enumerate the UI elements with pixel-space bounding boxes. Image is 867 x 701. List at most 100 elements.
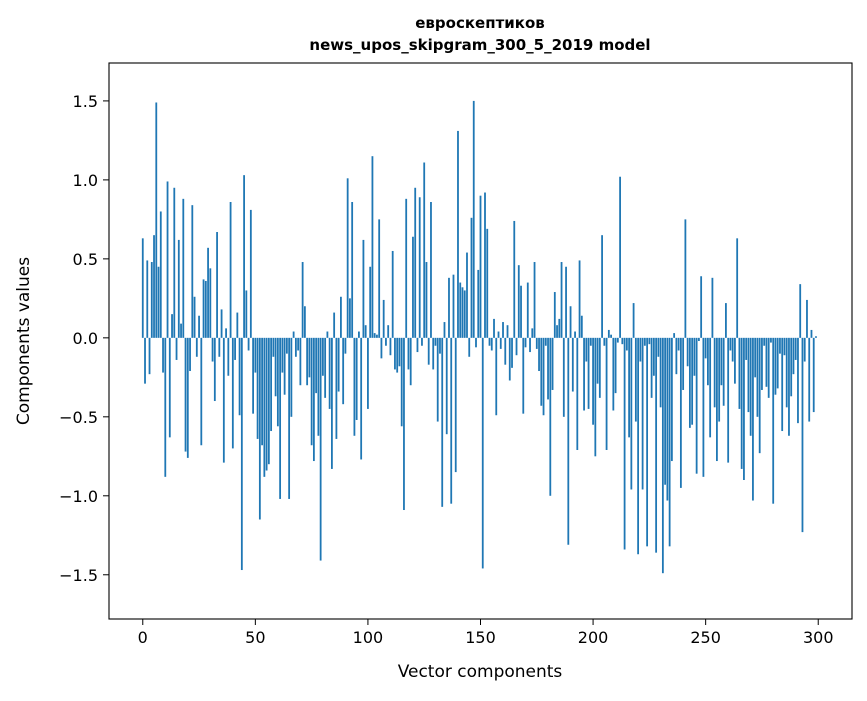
bar <box>317 337 320 436</box>
bar <box>349 298 351 338</box>
bar <box>560 262 563 338</box>
bar <box>576 337 579 450</box>
bar <box>574 331 576 338</box>
bar <box>580 315 583 338</box>
bar <box>684 219 687 338</box>
y-tick-label: 0.5 <box>73 250 98 269</box>
x-tick-label: 200 <box>578 628 609 647</box>
bar <box>641 337 644 490</box>
bar <box>481 337 484 569</box>
bar <box>294 337 297 357</box>
bar <box>227 337 230 376</box>
bar <box>806 299 808 338</box>
bar <box>770 337 772 343</box>
x-tick-label: 150 <box>465 628 496 647</box>
bar <box>587 337 590 409</box>
bar <box>493 318 495 338</box>
bar <box>373 333 376 338</box>
bar <box>216 232 218 338</box>
bar <box>722 337 725 406</box>
bar <box>531 328 534 338</box>
bar <box>335 337 338 439</box>
bar <box>207 247 209 338</box>
bar <box>164 337 167 477</box>
bar <box>788 337 790 436</box>
bar <box>457 130 459 338</box>
bar <box>686 337 689 367</box>
bar <box>418 197 421 338</box>
bar <box>450 337 453 504</box>
chart-title: евроскептиков <box>415 14 545 32</box>
bar <box>797 337 799 424</box>
bar <box>189 337 191 372</box>
bar <box>297 337 300 351</box>
bar <box>272 337 275 357</box>
bar <box>524 337 527 348</box>
bar <box>513 220 516 338</box>
bar <box>153 235 155 338</box>
bar <box>711 277 714 338</box>
bar <box>308 337 311 378</box>
bar <box>646 337 649 547</box>
bar <box>290 337 293 417</box>
x-axis-ticks: 0 50 100 150 200 250 300 <box>138 619 834 647</box>
bar <box>720 337 723 386</box>
bar <box>238 337 241 416</box>
bar <box>470 217 473 338</box>
bar <box>254 337 257 373</box>
bar <box>396 337 399 373</box>
bar <box>716 337 718 462</box>
bar <box>288 337 291 499</box>
bar <box>569 306 572 338</box>
bar <box>639 337 642 362</box>
bar <box>785 337 788 408</box>
y-tick-label: 1.0 <box>73 171 98 190</box>
bar <box>761 337 763 390</box>
bar <box>306 337 309 386</box>
bar <box>553 292 556 338</box>
bar <box>236 312 239 338</box>
bar <box>204 280 207 338</box>
bar <box>434 337 437 346</box>
bar <box>283 337 286 395</box>
bar <box>691 337 694 425</box>
bar <box>585 337 588 362</box>
bar <box>202 279 205 338</box>
bar <box>326 331 329 338</box>
bar <box>652 337 655 376</box>
bar <box>403 337 405 511</box>
y-axis-label: Components values <box>14 257 34 425</box>
bar <box>745 337 748 360</box>
bar <box>558 318 561 338</box>
bar <box>511 337 513 368</box>
bar <box>256 337 259 439</box>
bar <box>551 337 554 390</box>
bar <box>387 325 390 338</box>
bar <box>337 337 340 392</box>
bar <box>369 266 372 338</box>
bar <box>677 337 680 351</box>
bar <box>195 337 198 357</box>
bar <box>675 337 678 375</box>
bar <box>734 337 736 384</box>
bar <box>594 337 597 457</box>
bar <box>801 337 804 533</box>
bar <box>763 337 766 346</box>
bar <box>360 337 363 460</box>
bar <box>166 181 169 338</box>
bar <box>547 337 549 400</box>
bar <box>177 239 180 338</box>
bar <box>589 337 592 346</box>
bar <box>175 337 178 360</box>
bar <box>213 337 216 402</box>
bar <box>218 337 221 357</box>
bar <box>351 202 354 338</box>
bar <box>682 337 685 390</box>
bar <box>463 290 466 338</box>
bar <box>150 262 153 338</box>
bar <box>502 322 504 338</box>
bar <box>668 337 671 547</box>
bar <box>661 337 664 574</box>
bar <box>180 323 182 338</box>
